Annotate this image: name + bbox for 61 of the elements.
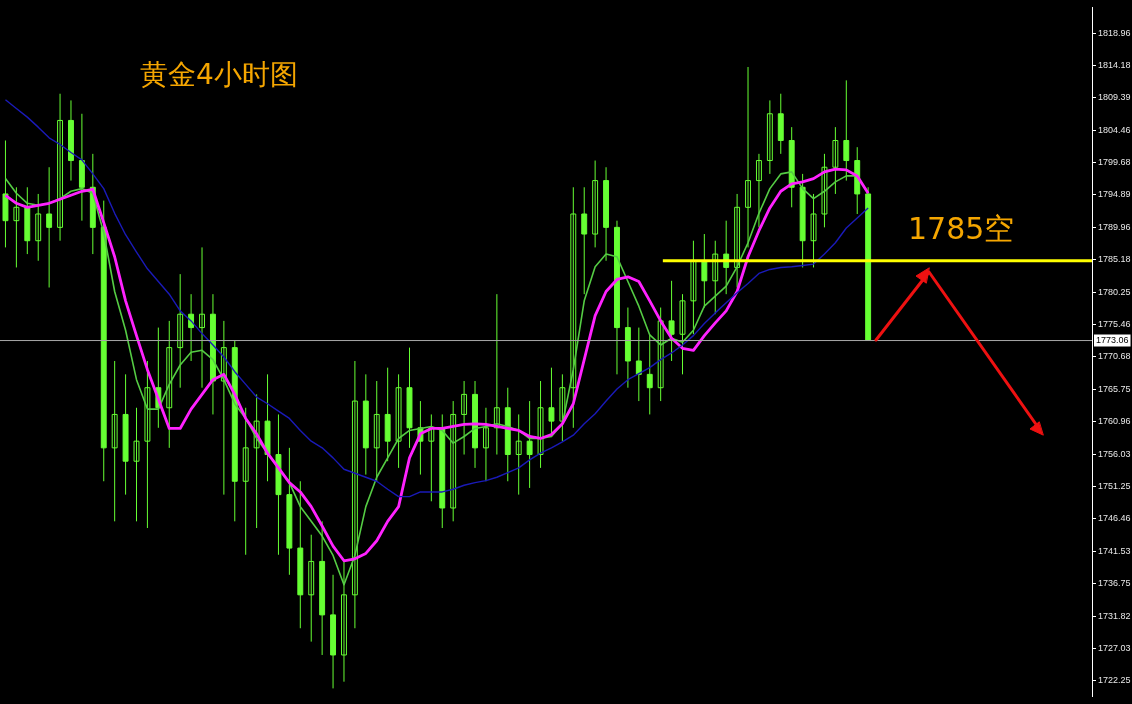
candlestick <box>657 307 664 402</box>
candlestick <box>133 407 140 522</box>
candlestick <box>493 293 500 456</box>
candlestick <box>810 193 817 268</box>
candlestick <box>253 393 260 529</box>
ref-line-label: 1785空 <box>908 210 1015 246</box>
y-tick-label: 1760.96 <box>1098 415 1131 426</box>
candlestick <box>308 534 315 643</box>
candlestick <box>242 407 249 556</box>
y-tick-label: 1727.03 <box>1098 642 1131 653</box>
candlestick <box>482 407 489 482</box>
candlestick <box>13 186 20 268</box>
candlestick <box>515 413 522 496</box>
candlestick <box>166 320 173 449</box>
candlestick <box>351 360 358 629</box>
y-tick-label: 1736.75 <box>1098 577 1131 588</box>
candlestick <box>712 240 719 315</box>
y-tick-label: 1765.75 <box>1098 383 1131 394</box>
y-tick-label: 1780.25 <box>1098 286 1131 297</box>
candlestick <box>603 166 610 262</box>
text: 黄金4小时图 <box>140 57 298 93</box>
candlestick <box>199 246 205 389</box>
y-tick-label: 1794.89 <box>1098 189 1131 200</box>
candlestick <box>177 273 184 389</box>
candlestick <box>450 400 457 522</box>
y-tick-label: 1756.03 <box>1098 448 1131 459</box>
y-tick-label: 1722.25 <box>1098 674 1131 685</box>
candlestick <box>57 93 64 242</box>
candlestick <box>690 240 697 335</box>
candlestick <box>592 160 599 248</box>
y-tick-label: 1775.46 <box>1098 318 1131 329</box>
candlestick <box>570 186 577 429</box>
y-tick-label: 1814.18 <box>1098 60 1131 71</box>
y-tick-label: 1746.46 <box>1098 512 1131 523</box>
candlestick <box>220 320 227 496</box>
y-tick-label: 1731.82 <box>1098 610 1131 621</box>
candlestick <box>755 153 762 228</box>
candlestick <box>461 380 468 456</box>
candlestick <box>537 380 544 469</box>
y-tick-label: 1799.68 <box>1098 157 1131 168</box>
candlestick <box>745 66 751 248</box>
ref-line-label: 1773.06 <box>1096 335 1129 346</box>
candlestick <box>734 193 741 288</box>
candlestick <box>35 193 42 262</box>
candlestick <box>559 373 566 442</box>
candlestick <box>766 99 773 175</box>
candlestick <box>679 293 686 375</box>
candlestick <box>395 373 402 469</box>
candlestick <box>144 360 151 529</box>
y-tick-label: 1804.46 <box>1098 125 1131 136</box>
y-tick-label: 1741.53 <box>1098 545 1131 556</box>
candlestick <box>832 126 839 195</box>
y-tick-label: 1809.39 <box>1098 92 1131 103</box>
y-tick-label: 1751.25 <box>1098 480 1131 491</box>
candlestick <box>821 153 828 228</box>
candlestick <box>111 360 118 522</box>
y-tick-label: 1818.96 <box>1098 28 1131 39</box>
candlestick <box>341 560 347 683</box>
y-tick-label: 1770.68 <box>1098 350 1131 361</box>
y-tick-label: 1785.18 <box>1098 254 1131 265</box>
y-tick-label: 1789.96 <box>1098 222 1131 233</box>
